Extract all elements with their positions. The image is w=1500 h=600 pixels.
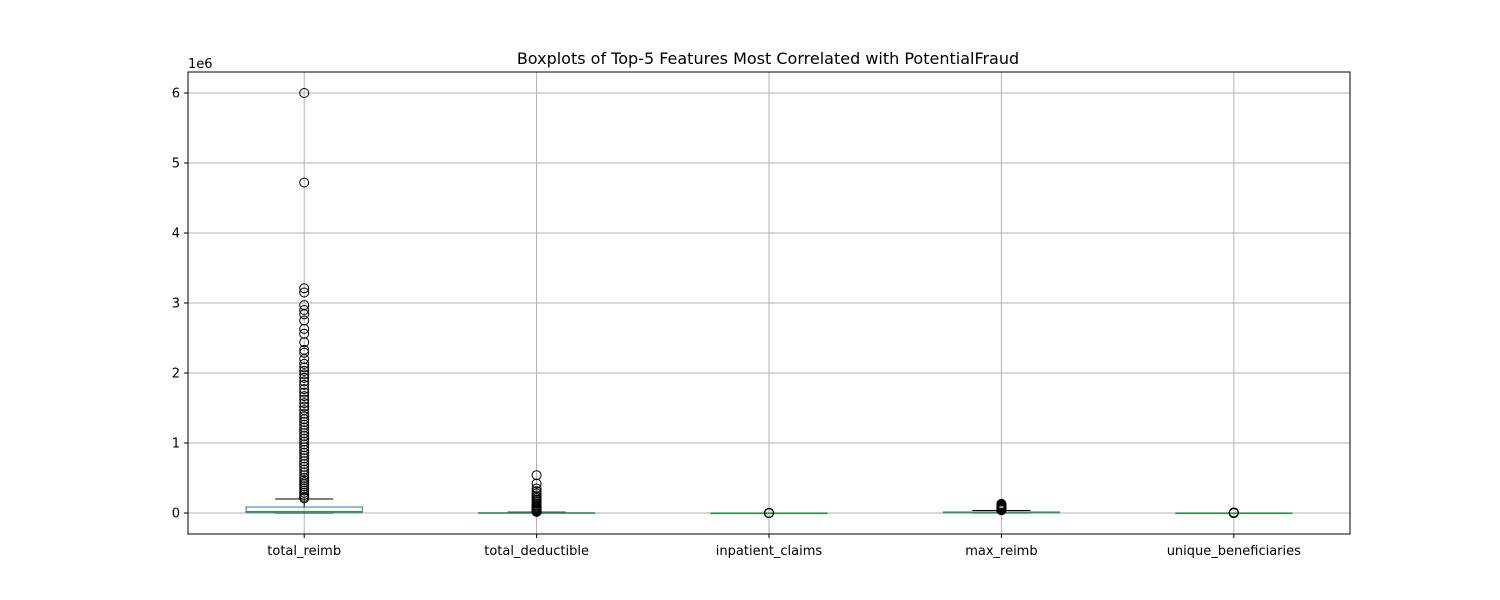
outlier-point: [299, 328, 310, 339]
outlier-point: [299, 461, 310, 472]
outlier-point: [299, 384, 310, 395]
box-total_reimb: [245, 88, 363, 514]
outlier-point: [299, 347, 310, 358]
x-axis-ticks: total_reimb total_deductible inpatient_cla…: [267, 534, 1301, 559]
outlier-point: [299, 428, 310, 439]
outlier-point: [299, 436, 310, 447]
outlier-point: [531, 478, 542, 489]
outlier-point: [299, 419, 310, 430]
outlier-point: [531, 483, 542, 494]
outlier-point: [299, 376, 310, 387]
outlier-point: [299, 177, 310, 188]
outlier-point: [764, 507, 774, 518]
outlier-point: [299, 394, 310, 405]
outlier-point: [299, 447, 310, 458]
outlier-point: [299, 365, 310, 376]
outlier-point: [299, 422, 310, 433]
outlier-point: [299, 362, 310, 373]
chart-title: Boxplots of Top-5 Features Most Correlat…: [517, 49, 1019, 68]
outlier-point: [299, 369, 310, 380]
outlier-point: [1228, 507, 1239, 518]
outlier-point: [299, 387, 310, 398]
x-tick-label: total_reimb: [267, 544, 341, 559]
outlier-point: [299, 309, 310, 320]
outlier-point: [299, 453, 310, 464]
outlier-point: [299, 464, 310, 475]
y-axis-offset-label: 1e6: [188, 57, 213, 72]
x-tick-label: unique_beneficiaries: [1167, 544, 1301, 559]
outlier-point: [299, 354, 310, 364]
y-tick-label: 6: [172, 87, 180, 102]
outlier-point: [299, 323, 310, 334]
outlier-point: [299, 467, 310, 478]
outlier-point: [299, 445, 310, 455]
y-axis-ticks: 0 1 2 3 4 5 6: [172, 87, 188, 522]
outlier-point: [299, 431, 310, 441]
outlier-point: [299, 398, 310, 409]
iqr-box: [245, 506, 363, 514]
outlier-point: [299, 287, 310, 298]
x-tick-label: max_reimb: [965, 544, 1037, 559]
outlier-point: [299, 401, 310, 412]
outlier-point: [299, 315, 310, 326]
outlier-point: [299, 456, 310, 467]
outlier-point: [299, 358, 310, 369]
outlier-point: [996, 505, 1007, 516]
outlier-point: [299, 305, 310, 315]
outlier-point: [299, 417, 310, 427]
outlier-point: [299, 414, 310, 425]
box-unique_beneficiaries: [1175, 507, 1293, 518]
y-tick-label: 0: [172, 507, 180, 522]
outlier-point: [299, 408, 310, 419]
x-tick-label: inpatient_claims: [716, 544, 823, 559]
outlier-point: [299, 459, 310, 469]
y-tick-label: 5: [172, 157, 180, 172]
grid-lines: [188, 72, 1350, 534]
outlier-point: [299, 337, 310, 348]
outlier-point: [299, 88, 310, 98]
outlier-point: [299, 493, 310, 504]
outlier-point: [299, 439, 310, 450]
box-inpatient_claims: [710, 507, 828, 518]
y-tick-label: 1: [172, 437, 180, 452]
outlier-point: [299, 372, 310, 383]
outlier-point: [299, 450, 310, 461]
outlier-point: [299, 411, 310, 422]
outlier-point: [299, 391, 310, 402]
outlier-point: [299, 433, 310, 444]
x-tick-label: total_deductible: [484, 544, 589, 559]
boxes-layer: [245, 88, 1293, 518]
y-tick-label: 3: [172, 297, 180, 312]
outlier-point: [299, 283, 310, 294]
y-tick-label: 2: [172, 367, 180, 382]
box-total_deductible: [478, 470, 596, 517]
outlier-point: [531, 506, 542, 517]
outlier-point: [299, 379, 310, 390]
outlier-point: [299, 442, 310, 453]
box-max_reimb: [942, 498, 1060, 516]
outlier-point: [299, 425, 310, 436]
y-tick-label: 4: [172, 227, 180, 242]
outlier-point: [531, 470, 542, 481]
